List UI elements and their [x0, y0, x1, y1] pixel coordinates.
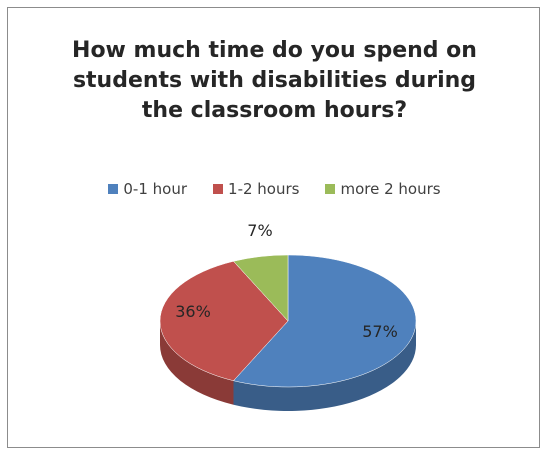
pie-chart: 57% 36% 7%	[159, 221, 417, 411]
legend: 0-1 hour 1-2 hours more 2 hours	[8, 180, 541, 198]
legend-item-more-2-hours: more 2 hours	[325, 180, 441, 198]
legend-item-0-1-hour: 0-1 hour	[108, 180, 187, 198]
legend-label-1-2-hours: 1-2 hours	[228, 180, 300, 198]
pie-slice-more-2-hours	[233, 254, 289, 322]
data-label-0-1-hour: 57%	[362, 322, 398, 341]
legend-item-1-2-hours: 1-2 hours	[213, 180, 299, 198]
pie-side-1-2-hours	[160, 321, 234, 405]
legend-swatch-1-2-hours	[213, 184, 224, 194]
legend-swatch-more-2-hours	[325, 184, 336, 194]
data-label-more-2-hours: 7%	[247, 221, 272, 240]
legend-swatch-0-1-hour	[108, 184, 119, 194]
pie-slice-1-2-hours	[159, 261, 289, 381]
legend-label-0-1-hour: 0-1 hour	[123, 180, 188, 198]
data-label-1-2-hours: 36%	[175, 302, 211, 321]
pie-slice-0-1-hour	[233, 254, 417, 388]
chart-title: How much time do you spend on students w…	[72, 38, 477, 123]
pie-side-0-1-hour	[233, 321, 416, 411]
legend-label-more-2-hours: more 2 hours	[340, 180, 441, 198]
chart-area: How much time do you spend on students w…	[7, 7, 540, 448]
